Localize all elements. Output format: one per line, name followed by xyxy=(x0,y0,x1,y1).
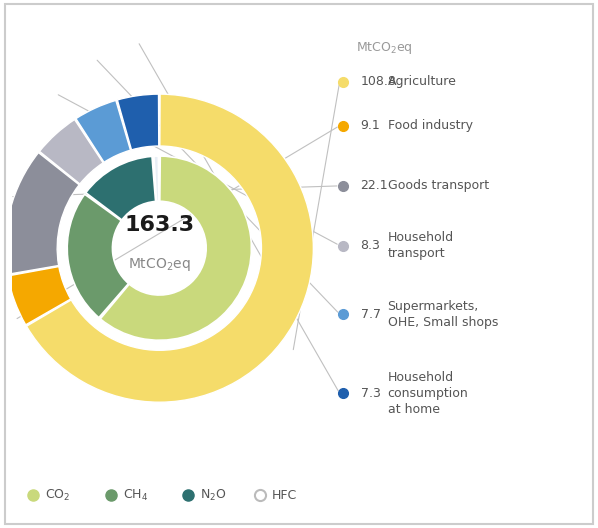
Text: CH$_4$: CH$_4$ xyxy=(123,488,148,503)
Text: 163.3: 163.3 xyxy=(124,215,194,235)
Text: Household
transport: Household transport xyxy=(388,231,454,260)
Wedge shape xyxy=(26,94,313,402)
Text: CO$_2$: CO$_2$ xyxy=(45,488,70,503)
Text: Supermarkets,
OHE, Small shops: Supermarkets, OHE, Small shops xyxy=(388,300,498,328)
Wedge shape xyxy=(39,119,103,184)
Wedge shape xyxy=(5,153,79,275)
Text: Food industry: Food industry xyxy=(388,119,472,132)
Text: Household
consumption
at home: Household consumption at home xyxy=(388,371,468,416)
Text: 9.1: 9.1 xyxy=(361,119,380,132)
Text: Goods transport: Goods transport xyxy=(388,180,489,192)
Text: N$_2$O: N$_2$O xyxy=(200,488,227,503)
Text: MtCO$_2$eq: MtCO$_2$eq xyxy=(128,257,191,274)
Text: 22.1: 22.1 xyxy=(361,180,388,192)
Wedge shape xyxy=(76,100,130,162)
Text: HFC: HFC xyxy=(272,489,297,502)
Text: 8.3: 8.3 xyxy=(361,239,380,252)
Text: 7.3: 7.3 xyxy=(361,387,380,400)
Wedge shape xyxy=(8,267,71,325)
Wedge shape xyxy=(117,94,159,150)
Text: MtCO$_2$eq: MtCO$_2$eq xyxy=(356,40,413,55)
Text: Agriculture: Agriculture xyxy=(388,76,456,88)
Wedge shape xyxy=(100,156,251,340)
Wedge shape xyxy=(86,156,155,220)
Wedge shape xyxy=(67,194,129,318)
Text: 7.7: 7.7 xyxy=(361,308,380,320)
Text: 108.8: 108.8 xyxy=(361,76,396,88)
Wedge shape xyxy=(154,156,159,201)
